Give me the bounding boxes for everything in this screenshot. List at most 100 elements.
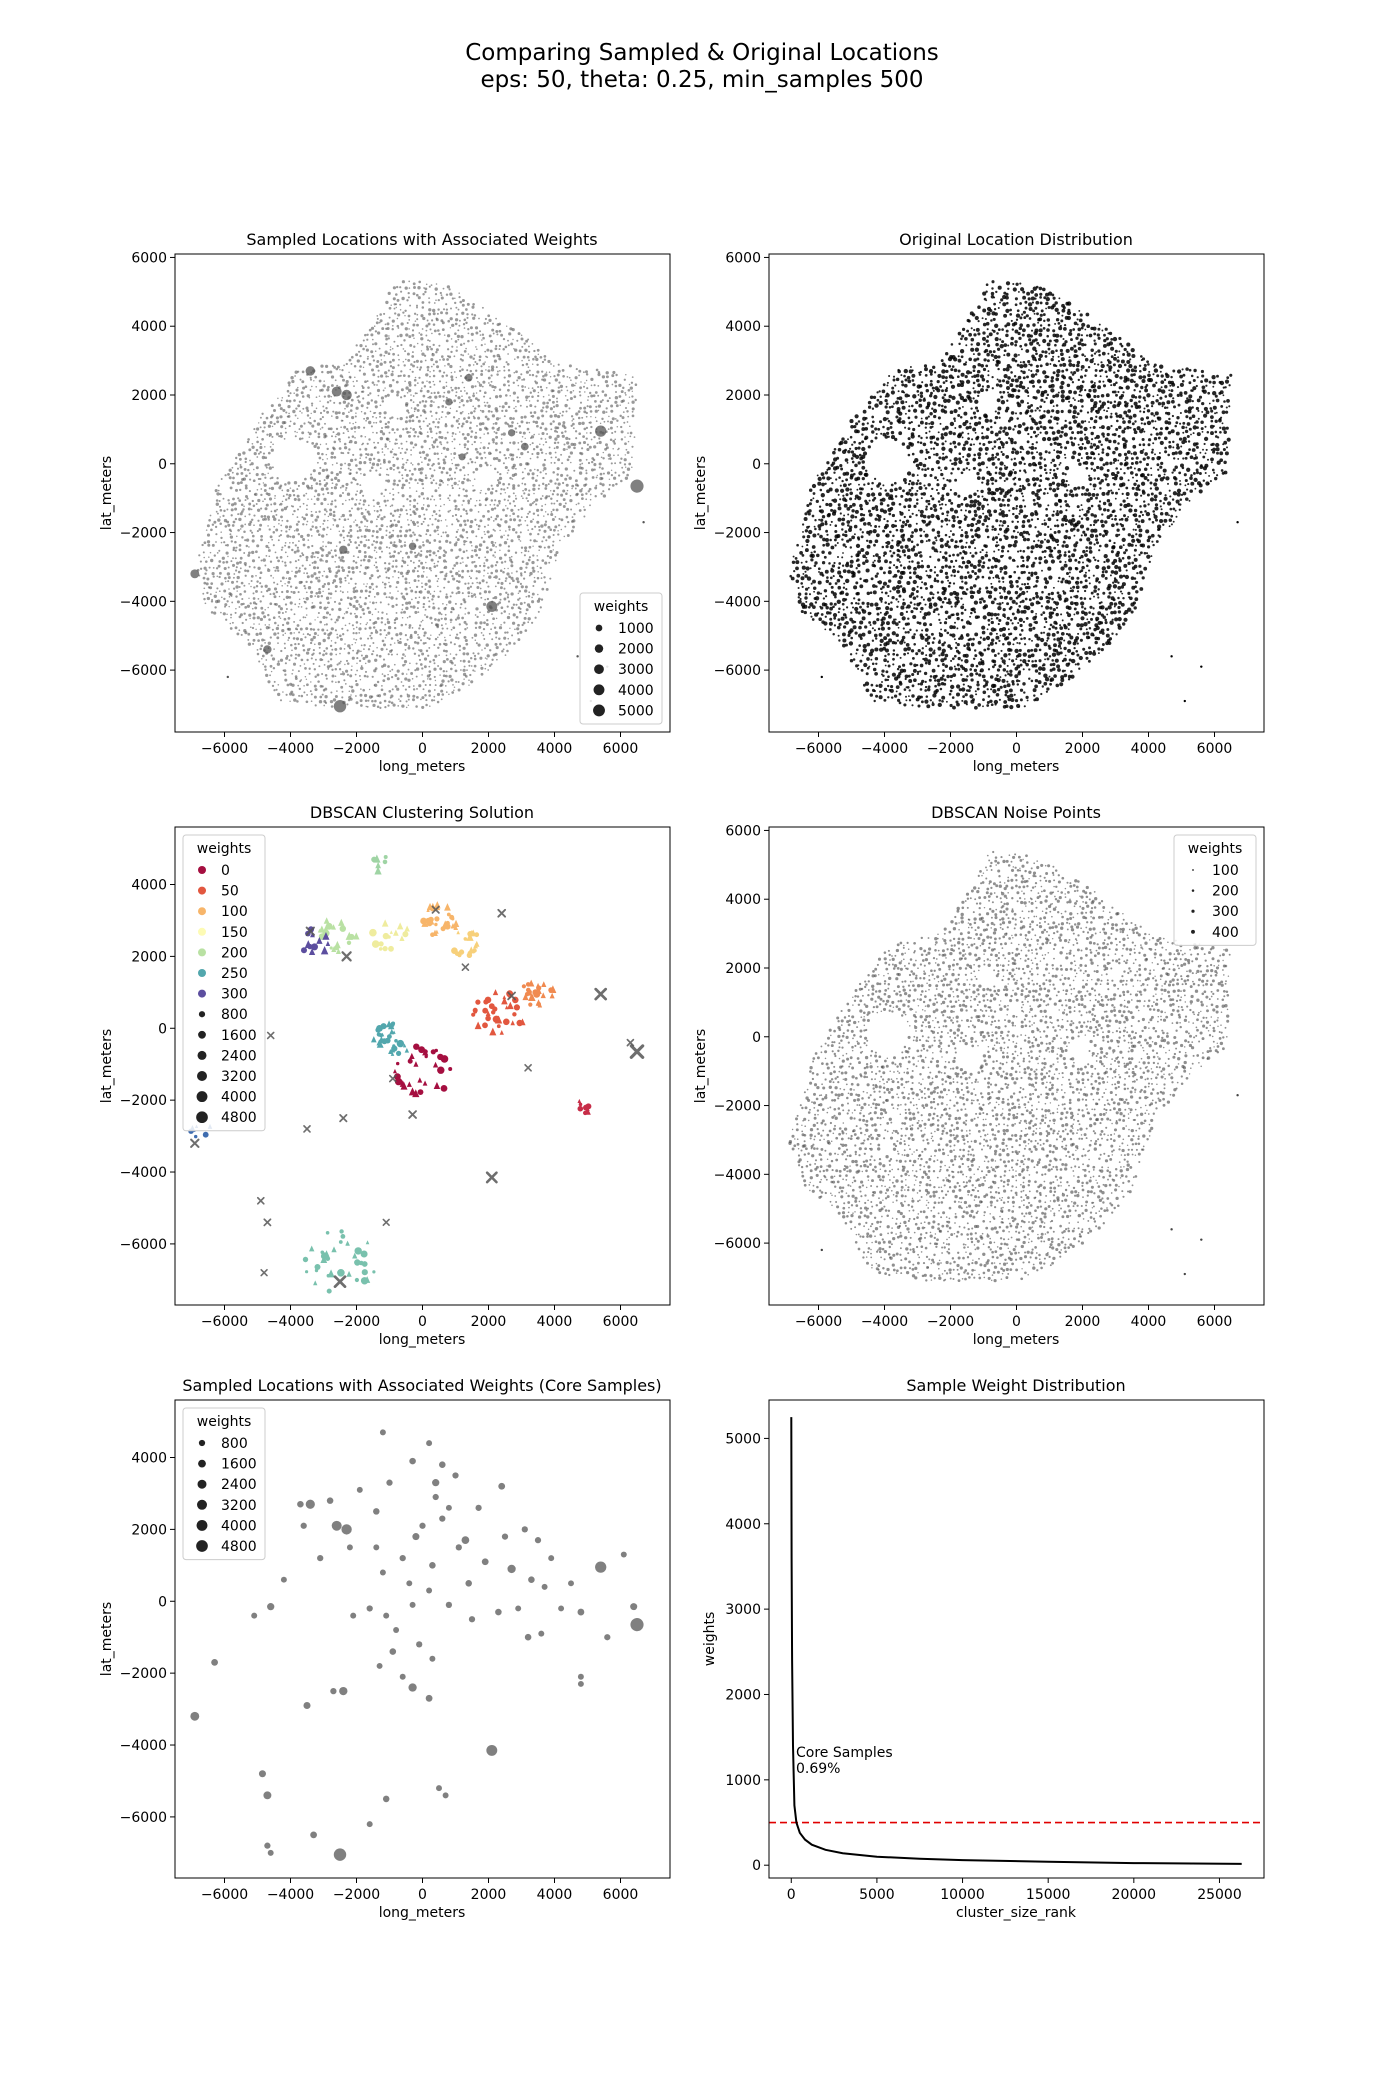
location-point: [456, 580, 459, 583]
location-point: [520, 337, 524, 341]
location-point: [227, 576, 231, 580]
location-point: [987, 695, 991, 698]
location-point: [631, 456, 633, 459]
location-point: [505, 577, 508, 580]
location-point: [572, 519, 576, 523]
location-point: [1033, 694, 1036, 697]
location-point: [976, 687, 980, 691]
location-point: [601, 399, 604, 402]
location-point: [868, 665, 871, 668]
location-point: [311, 424, 315, 428]
location-point: [423, 456, 427, 460]
location-point: [485, 623, 489, 626]
location-point: [473, 416, 476, 420]
location-point: [213, 554, 216, 557]
location-point: [272, 666, 276, 670]
location-point: [495, 636, 498, 639]
location-point: [597, 373, 601, 377]
location-point: [432, 445, 435, 449]
location-point: [310, 484, 313, 487]
location-point: [253, 623, 255, 625]
location-point: [908, 689, 911, 692]
location-point: [884, 678, 888, 682]
location-point: [264, 624, 267, 626]
location-point: [631, 395, 634, 398]
location-point: [338, 602, 341, 605]
location-point: [570, 461, 572, 464]
location-point: [436, 564, 439, 567]
location-point: [610, 469, 613, 472]
location-point: [460, 669, 462, 671]
location-point: [503, 597, 507, 601]
location-point: [306, 440, 309, 444]
location-point: [387, 369, 390, 372]
location-point: [433, 644, 436, 646]
location-point: [553, 502, 556, 505]
location-point: [233, 573, 236, 575]
y-tick-label: −2000: [120, 526, 167, 542]
location-point: [276, 583, 279, 586]
location-point: [909, 662, 913, 666]
location-point: [269, 535, 273, 539]
location-point: [284, 561, 287, 564]
location-point: [259, 451, 262, 454]
location-point: [539, 497, 543, 500]
location-point: [956, 702, 960, 707]
location-point: [382, 663, 387, 667]
location-point: [274, 569, 277, 572]
location-point: [561, 369, 565, 372]
location-point: [525, 612, 528, 615]
location-point: [464, 613, 466, 615]
location-point: [303, 422, 306, 425]
location-point: [549, 577, 552, 580]
location-point: [217, 518, 221, 522]
location-point: [494, 407, 498, 411]
location-point: [408, 528, 412, 532]
location-point: [471, 592, 473, 595]
location-point: [335, 472, 339, 476]
location-point: [454, 477, 456, 480]
location-point: [542, 378, 547, 382]
location-point: [248, 502, 252, 506]
location-point: [422, 420, 425, 423]
location-point: [321, 585, 325, 588]
location-point: [414, 320, 417, 322]
location-point: [510, 424, 514, 428]
location-point: [267, 613, 270, 617]
location-point: [204, 602, 207, 605]
location-point: [494, 575, 498, 579]
location-point: [300, 658, 304, 662]
location-point: [508, 582, 511, 585]
location-point: [256, 544, 260, 548]
location-point: [941, 663, 945, 666]
location-point: [487, 404, 491, 408]
location-point: [547, 545, 551, 549]
location-point: [531, 395, 534, 398]
location-point: [374, 350, 377, 352]
location-point: [409, 343, 413, 347]
location-point: [216, 575, 219, 578]
location-point: [624, 391, 627, 394]
location-point: [1049, 677, 1055, 682]
location-point: [339, 580, 343, 584]
location-point: [615, 373, 618, 377]
location-point: [429, 427, 432, 431]
location-point: [412, 504, 416, 509]
location-point: [426, 590, 431, 594]
location-point: [967, 689, 971, 693]
location-point: [999, 685, 1003, 689]
location-point: [467, 462, 470, 465]
location-point: [564, 394, 567, 397]
location-point: [499, 492, 502, 495]
location-point: [404, 581, 408, 585]
location-point: [284, 647, 286, 650]
location-point: [473, 314, 477, 317]
location-point: [966, 675, 969, 678]
location-point: [376, 509, 379, 513]
location-point: [388, 596, 391, 599]
location-point: [907, 674, 911, 678]
location-point: [249, 602, 252, 605]
location-point: [473, 489, 476, 492]
location-point: [348, 647, 352, 650]
location-point: [416, 382, 419, 385]
